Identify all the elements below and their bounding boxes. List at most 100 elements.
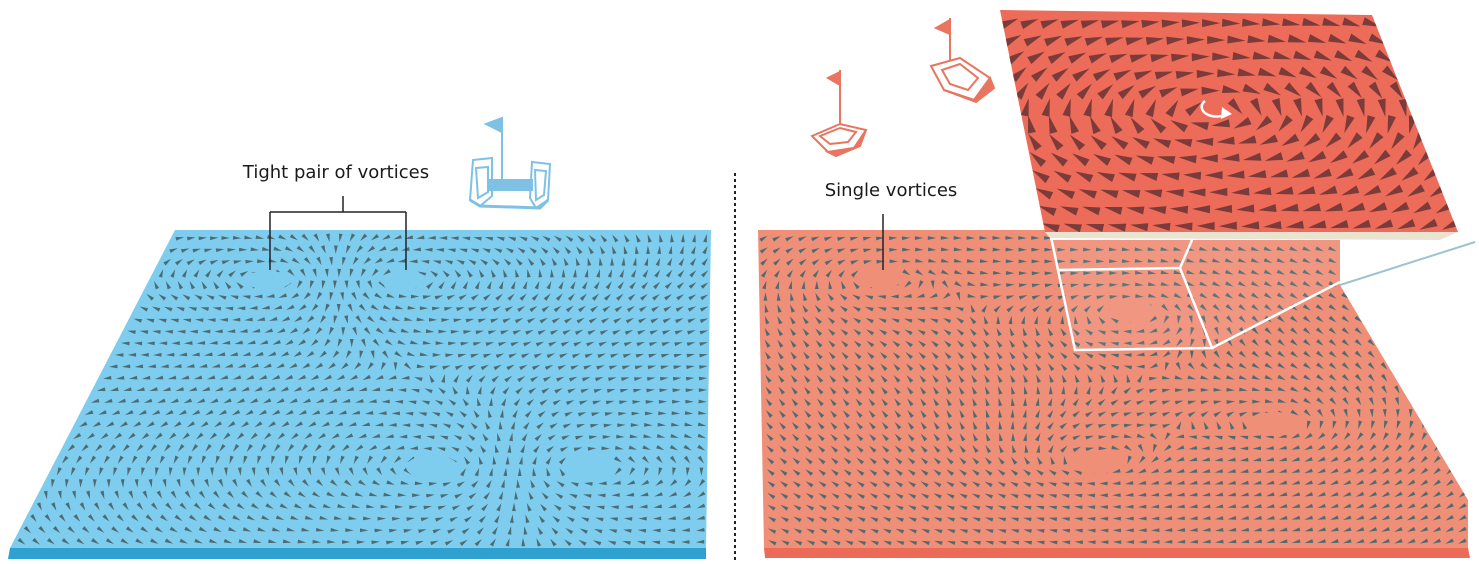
field-arrow [95, 444, 103, 452]
field-arrow [331, 433, 340, 439]
field-arrow [1253, 186, 1272, 196]
field-arrow [456, 422, 465, 429]
field-arrow [1035, 432, 1041, 442]
field-arrow [260, 443, 267, 452]
field-arrow [1199, 258, 1208, 263]
field-arrow [171, 341, 180, 346]
field-arrow [791, 398, 799, 407]
field-arrow [803, 363, 811, 372]
field-arrow [940, 236, 950, 240]
field-arrow [170, 294, 179, 301]
field-arrow [1191, 421, 1196, 430]
field-arrow [1112, 516, 1121, 521]
field-arrow [791, 433, 800, 442]
field-arrow [648, 353, 657, 358]
field-arrow [79, 421, 88, 427]
field-arrow [934, 540, 943, 546]
field-arrow [1303, 374, 1312, 381]
field-arrow [574, 329, 584, 336]
field-arrow [790, 351, 797, 360]
field-arrow [273, 246, 282, 252]
field-arrow [1276, 258, 1286, 263]
field-arrow [43, 490, 48, 500]
field-arrow [1138, 85, 1156, 99]
field-arrow [280, 386, 289, 392]
field-arrow [842, 410, 850, 418]
field-arrow [146, 421, 155, 428]
field-arrow [1266, 515, 1275, 520]
field-arrow [349, 268, 354, 278]
field-arrow [839, 305, 848, 313]
field-arrow [1207, 35, 1226, 44]
field-arrow [565, 527, 574, 535]
field-arrow [389, 246, 399, 251]
field-arrow [1072, 328, 1080, 336]
field-arrow [920, 481, 929, 488]
field-arrow [1394, 479, 1403, 486]
field-arrow [1282, 18, 1301, 27]
field-arrow [1108, 247, 1118, 252]
field-arrow [286, 527, 296, 532]
field-arrow [791, 386, 798, 395]
field-arrow [573, 268, 577, 278]
field-arrow [38, 525, 46, 534]
field-arrow [697, 444, 706, 451]
field-arrow [303, 292, 311, 300]
field-arrow [701, 258, 708, 266]
field-arrow [1227, 469, 1236, 473]
field-arrow [1113, 374, 1119, 383]
field-arrow [943, 329, 952, 336]
field-arrow [907, 469, 916, 476]
field-arrow [520, 444, 526, 454]
field-arrow [1139, 173, 1159, 181]
field-arrow [233, 260, 243, 265]
field-arrow [1264, 338, 1272, 347]
field-arrow [1252, 446, 1262, 451]
field-arrow [555, 293, 563, 301]
field-arrow [1214, 469, 1224, 473]
field-arrow [1240, 527, 1250, 532]
field-arrow [507, 236, 517, 242]
field-arrow [580, 388, 590, 394]
field-arrow [1085, 223, 1105, 232]
field-arrow [761, 269, 768, 278]
field-arrow [1012, 444, 1017, 454]
field-arrow [1123, 434, 1133, 438]
field-arrow [308, 503, 317, 509]
field-arrow [661, 341, 671, 347]
field-arrow [1233, 117, 1252, 129]
field-arrow [362, 292, 370, 300]
field-arrow [1217, 69, 1236, 78]
field-arrow [537, 329, 547, 335]
field-arrow [997, 469, 1006, 476]
field-arrow [1330, 408, 1336, 418]
field-arrow [514, 318, 524, 324]
field-arrow [1241, 221, 1260, 230]
field-arrow [510, 341, 520, 347]
field-arrow [348, 422, 357, 427]
field-arrow [843, 469, 852, 476]
field-arrow [1367, 373, 1375, 382]
field-arrow [894, 398, 901, 407]
field-arrow [596, 269, 600, 278]
field-arrow [760, 258, 768, 266]
field-arrow [51, 479, 55, 488]
field-arrow [1375, 49, 1393, 63]
field-arrow [1147, 258, 1157, 263]
field-arrow [656, 433, 666, 438]
field-arrow [905, 352, 913, 360]
field-arrow [633, 377, 643, 381]
field-arrow [855, 398, 863, 407]
field-arrow [1432, 373, 1439, 383]
field-arrow [1355, 397, 1362, 406]
field-arrow [232, 375, 242, 380]
field-arrow [526, 398, 535, 406]
field-arrow [607, 377, 617, 382]
field-arrow [1147, 270, 1157, 275]
field-arrow [612, 234, 619, 243]
field-arrow [931, 351, 939, 360]
field-arrow [388, 422, 397, 427]
field-arrow [1368, 479, 1377, 486]
field-arrow [699, 353, 708, 358]
field-arrow [1010, 493, 1019, 499]
